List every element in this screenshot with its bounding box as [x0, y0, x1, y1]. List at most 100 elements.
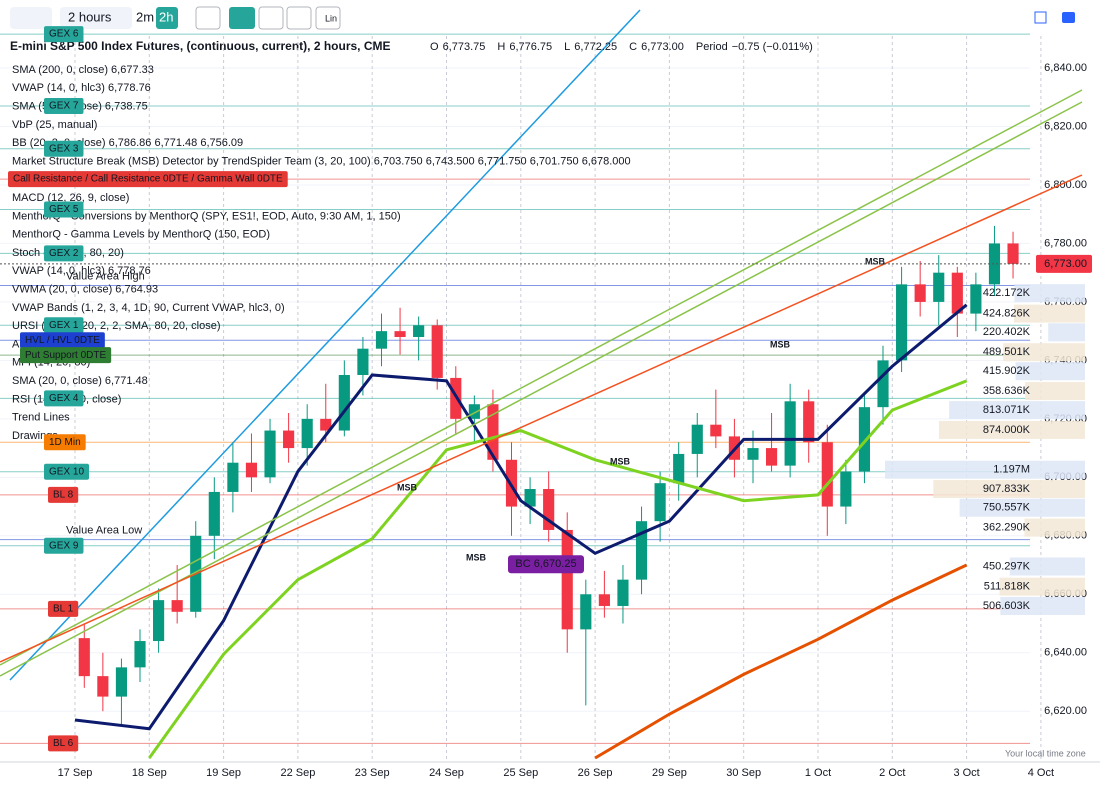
volume-profile-label: 1.197M: [993, 464, 1030, 476]
indicator-line: [594, 563, 968, 760]
volume-profile-bar: [1009, 557, 1085, 576]
ohlc-value: 6,772.25: [574, 41, 617, 53]
quick-interval[interactable]: 2m: [136, 9, 154, 24]
volume-profile-label: 220.402K: [983, 326, 1031, 338]
y-tick-label: 6,780.00: [1044, 237, 1087, 249]
candle-body: [933, 272, 945, 302]
candle-body: [487, 404, 499, 460]
scale-button[interactable]: [315, 6, 341, 30]
x-tick-label: 2 Oct: [879, 767, 905, 779]
ohlc-value: 6,773.75: [443, 41, 486, 53]
volume-profile-label: 422.172K: [983, 287, 1031, 299]
level-badge: [20, 347, 112, 364]
x-tick-label: 18 Sep: [132, 767, 167, 779]
volume-profile-bar: [1025, 382, 1085, 401]
indicator-line: [74, 303, 968, 731]
candle-body: [338, 374, 350, 431]
volume-profile-bar: [1024, 518, 1085, 537]
settings-button[interactable]: [195, 6, 221, 30]
candle-body: [227, 462, 239, 492]
candle-body: [821, 442, 833, 507]
level-label: HVL / HVL 0DTE: [25, 335, 100, 346]
candle-body: [710, 424, 722, 437]
level-badge: [44, 537, 84, 554]
msb-annotation: MSB: [397, 482, 418, 492]
volume-profile-bar: [1000, 596, 1085, 615]
candle-body: [468, 404, 480, 419]
candle-body: [1007, 243, 1019, 264]
level-badge: [8, 171, 288, 188]
x-tick-label: 22 Sep: [280, 767, 315, 779]
legend-entry: Market Structure Break (MSB) Detector by…: [12, 155, 631, 167]
level-label: 1D Min: [49, 437, 81, 448]
ohlc-key: H: [497, 41, 505, 53]
callout-badge: [508, 555, 584, 574]
legend-entry: MACD (12, 26, 9, close): [12, 192, 129, 204]
x-tick-label: 29 Sep: [652, 767, 687, 779]
legend-entry: URSI (14, 21, 20, 2, 2, SMA, 80, 20, clo…: [12, 320, 221, 332]
legend-entry: MenthorQ - Conversions by MenthorQ (SPY,…: [12, 210, 401, 222]
volume-profile-label: 415.902K: [983, 365, 1031, 377]
candle-body: [357, 348, 369, 375]
replay-button[interactable]: [258, 6, 284, 30]
volume-profile-bar: [949, 401, 1085, 420]
candle-body: [524, 489, 536, 507]
candle-body: [691, 424, 703, 454]
tool-button[interactable]: [229, 7, 255, 29]
timezone-note: Your local time zone: [1005, 748, 1086, 758]
volume-profile-label: 424.826K: [983, 308, 1031, 320]
quick-interval[interactable]: 2h: [159, 9, 173, 24]
level-badge: [44, 390, 84, 407]
level-label: GEX 10: [49, 466, 84, 477]
x-tick-label: 3 Oct: [953, 767, 979, 779]
ohlc-value: 6,773.00: [641, 41, 684, 53]
volume-profile-bar: [1003, 343, 1085, 362]
fullscreen-button[interactable]: [1034, 11, 1047, 24]
chart-type-button[interactable]: [10, 7, 52, 29]
volume-profile-bar: [1014, 304, 1085, 323]
trend-line: [0, 174, 1083, 663]
interval-button[interactable]: [60, 7, 132, 29]
level-badge: [48, 486, 79, 503]
volume-profile-label: 750.557K: [983, 502, 1031, 514]
volume-profile-bar: [1014, 284, 1085, 303]
candle-body: [283, 430, 295, 449]
x-tick-label: 24 Sep: [429, 767, 464, 779]
ohlc-key: O: [430, 41, 439, 53]
candle-body: [208, 491, 220, 536]
candle-body: [78, 638, 90, 677]
volume-profile-label: 489.501K: [983, 346, 1031, 358]
x-tick-label: 19 Sep: [206, 767, 241, 779]
candle-body: [951, 272, 963, 314]
level-label: Call Resistance / Call Resistance 0DTE /…: [13, 174, 283, 185]
y-tick-label: 6,640.00: [1044, 647, 1087, 659]
x-tick-label: 30 Sep: [726, 767, 761, 779]
y-tick-label: 6,620.00: [1044, 705, 1087, 717]
candle-body: [301, 418, 313, 449]
level-badge: [44, 98, 84, 115]
trend-line: [9, 9, 641, 681]
level-badge: [44, 26, 84, 43]
candle-body: [840, 471, 852, 507]
volume-profile-bar: [933, 480, 1085, 499]
candle-body: [988, 243, 1001, 285]
candle-body: [543, 489, 555, 530]
interval-label: 2 hours: [68, 9, 112, 24]
volume-profile-bar: [938, 420, 1085, 439]
legend-entry: MenthorQ - Gamma Levels by MenthorQ (150…: [12, 229, 270, 241]
candle-body: [245, 462, 258, 478]
volume-profile-bar: [1015, 362, 1085, 381]
volume-profile-label: 874.000K: [983, 424, 1031, 436]
volume-profile-label: 362.290K: [983, 522, 1031, 534]
level-label: GEX 3: [49, 143, 79, 154]
screenshot-button[interactable]: [1062, 12, 1075, 23]
indicator-line: [148, 379, 968, 759]
quick-interval-active[interactable]: [156, 7, 178, 29]
candle-body: [914, 284, 926, 302]
candle-body: [747, 448, 759, 460]
candle-body: [896, 284, 908, 361]
level-badge: [20, 332, 105, 349]
trend-line: [0, 89, 1083, 666]
crosshair-button[interactable]: [286, 6, 312, 30]
level-badge: [44, 201, 84, 218]
